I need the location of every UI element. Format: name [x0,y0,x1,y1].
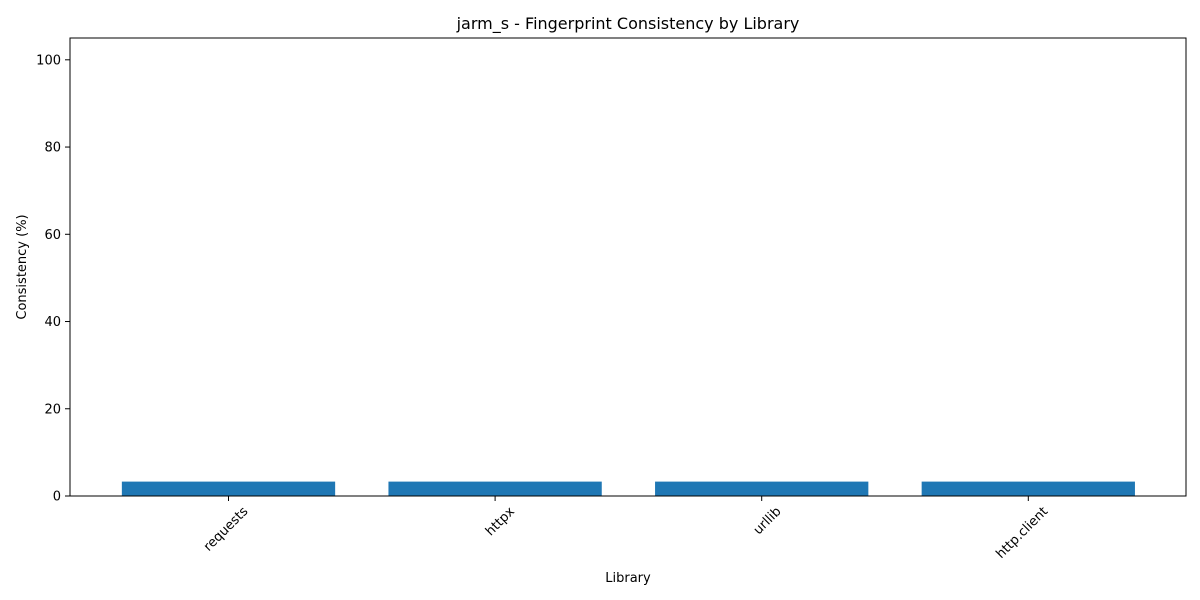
x-tick-label: httpx [483,504,518,539]
x-tick-label: http.client [993,504,1051,562]
bars-layer [121,481,1135,496]
y-tick-label: 100 [36,53,61,68]
bar-urllib [655,481,869,496]
chart-title: jarm_s - Fingerprint Consistency by Libr… [456,14,800,34]
bar-http-client [921,481,1135,496]
y-tick-label: 80 [44,141,61,156]
y-tick-label: 0 [53,490,61,505]
plot-area-frame [69,37,1187,497]
y-tick-label: 60 [44,228,61,243]
y-axis-label: Consistency (%) [15,214,30,319]
x-axis-ticks: requests httpx urllib http.client [201,496,1051,562]
y-tick-label: 40 [44,315,61,330]
x-tick-label: requests [201,504,251,554]
y-tick-label: 20 [44,402,61,417]
bar-httpx [388,481,602,496]
x-tick-label: urllib [751,504,785,538]
x-axis-label: Library [605,571,651,586]
bar-requests [121,481,336,496]
y-axis-ticks: 0 20 40 60 80 100 [36,53,70,505]
